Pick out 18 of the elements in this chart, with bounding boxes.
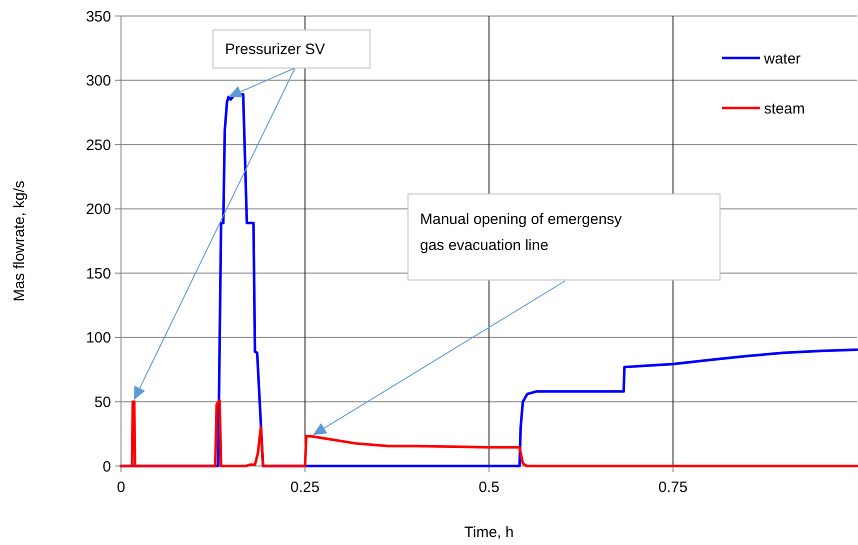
x-axis-title: Time, h xyxy=(464,524,514,541)
y-tick-label: 250 xyxy=(86,136,111,154)
y-tick-label: 350 xyxy=(86,8,111,26)
y-tick-label: 150 xyxy=(86,265,111,282)
y-tick-label: 50 xyxy=(94,394,111,411)
y-tick-label: 0 xyxy=(102,458,111,476)
x-tick-label: 0.75 xyxy=(658,479,688,496)
y-tick-label: 300 xyxy=(86,72,111,90)
y-tick-label: 100 xyxy=(86,330,111,347)
y-axis-title: Mas flowrate, kg/s xyxy=(11,180,28,302)
y-tick-label: 200 xyxy=(86,201,111,218)
legend-label: steam xyxy=(764,100,805,118)
annotation: Manual opening of emergensy gas evacuation line xyxy=(420,211,622,254)
x-tick-label: 0 xyxy=(116,479,126,496)
annotation: Pressurizer SV xyxy=(225,41,326,58)
legend-label: water xyxy=(763,50,801,68)
x-tick-label: 0.25 xyxy=(290,479,320,496)
x-tick-label: 0.5 xyxy=(478,479,500,496)
